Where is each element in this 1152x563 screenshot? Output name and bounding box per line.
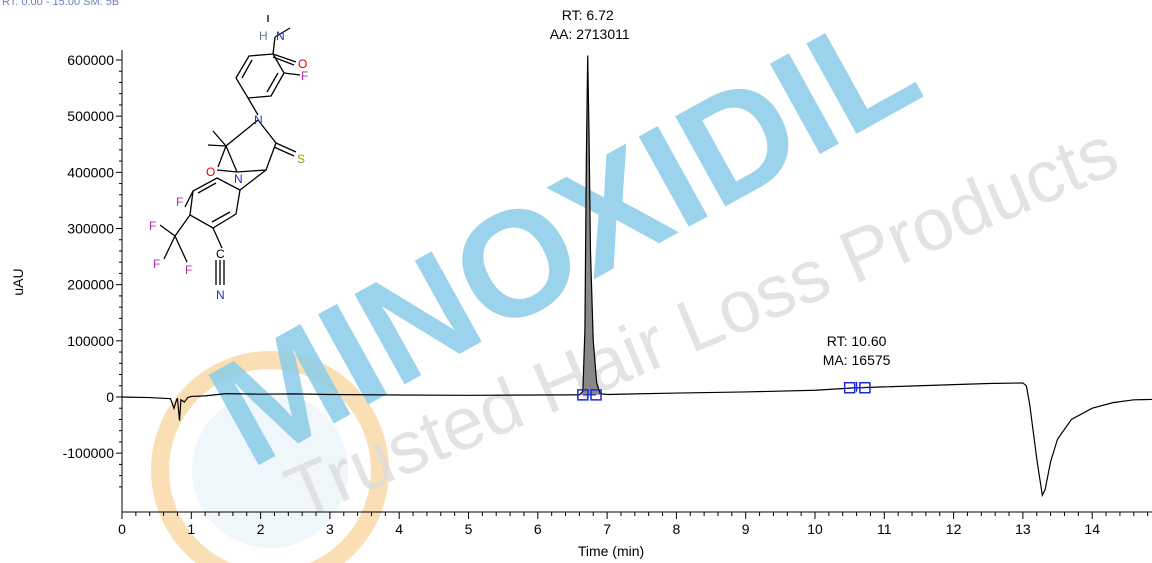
y-tick-label: -100000	[63, 445, 115, 461]
chemical-structure	[159, 15, 301, 285]
bond	[274, 27, 291, 38]
y-tick-label: 600000	[67, 52, 114, 68]
bond	[266, 72, 279, 93]
x-tick-label: 13	[1015, 521, 1031, 537]
atom-h: H	[259, 29, 268, 43]
atom-f-upper: F	[301, 69, 308, 83]
bond	[272, 53, 297, 63]
x-tick-label: 10	[807, 521, 823, 537]
imidazolidine-ring	[225, 119, 277, 173]
x-tick-label: 8	[673, 521, 681, 537]
peak-area-label: MA: 16575	[823, 352, 891, 368]
x-tick-label: 4	[395, 521, 403, 537]
bond	[283, 72, 301, 76]
x-tick-label: 9	[742, 521, 750, 537]
y-tick-label: 500000	[67, 108, 114, 124]
watermark-badge-ring	[151, 351, 389, 563]
bond	[272, 36, 276, 55]
peak-annotations: RT: 6.72 AA: 2713011 RT: 10.60 MA: 16575	[550, 7, 891, 401]
atom-n-ring-lower: N	[234, 172, 243, 186]
bond	[197, 182, 217, 194]
y-tick-label: 400000	[67, 164, 114, 180]
peak-area-label: AA: 2713011	[550, 26, 630, 42]
bond	[241, 59, 253, 79]
bond	[211, 211, 231, 223]
y-tick-label: 0	[106, 389, 114, 405]
x-tick-label: 6	[534, 521, 542, 537]
x-tick-label: 12	[946, 521, 962, 537]
atom-o-ring: O	[206, 165, 215, 179]
x-tick-label: 14	[1084, 521, 1100, 537]
bond	[239, 169, 267, 191]
atom-n-amide: N	[276, 29, 285, 43]
atom-c-nitrile: C	[216, 247, 225, 261]
bond	[216, 169, 238, 173]
watermark: MINOXIDIL Trusted Hair Loss Products	[151, 0, 1129, 563]
atom-n-nitrile: N	[216, 288, 225, 302]
bond	[212, 227, 223, 249]
atom-f-cf3-2: F	[153, 257, 160, 271]
y-axis-ticks: 600000 500000 400000 300000 200000 100000 0 -10…	[63, 52, 122, 488]
x-tick-label: 11	[877, 521, 892, 537]
x-axis-ticks: 0 1 2 3 4 5 6 7 8 9 10 11 12 13 14	[118, 512, 1149, 537]
bond	[174, 235, 188, 263]
y-axis-label: uAU	[10, 268, 26, 295]
x-tick-label: 3	[326, 521, 334, 537]
x-tick-label: 5	[465, 521, 473, 537]
x-tick-label: 7	[603, 521, 611, 537]
atom-n-ring-upper: N	[254, 113, 263, 127]
bond	[275, 142, 297, 153]
bond	[272, 56, 295, 66]
y-tick-label: 300000	[67, 220, 114, 236]
bond	[247, 97, 259, 116]
bond	[174, 214, 191, 237]
x-tick-label: 1	[187, 521, 195, 537]
bond	[207, 144, 227, 147]
x-axis-label: Time (min)	[578, 543, 644, 559]
chromatogram-trace	[121, 55, 1152, 498]
atom-f-ring: F	[176, 195, 183, 209]
x-tick-label: 2	[257, 521, 265, 537]
header-text: RT: 0.00 - 15.00 SM: 5B	[2, 0, 120, 8]
y-tick-label: 200000	[67, 277, 114, 293]
x-tick-label: 0	[118, 521, 126, 537]
atom-f-cf3-3: F	[185, 263, 192, 277]
bond	[212, 130, 227, 147]
bond	[159, 224, 176, 237]
atom-s: S	[297, 152, 305, 166]
bond	[163, 235, 176, 260]
y-tick-label: 100000	[67, 333, 114, 349]
bond	[273, 146, 295, 157]
bond	[184, 190, 194, 208]
peak-rt-label: RT: 6.72	[562, 7, 614, 23]
bond	[217, 145, 227, 168]
peak-rt-label: RT: 10.60	[827, 333, 887, 349]
atom-o-amide: O	[298, 57, 307, 71]
atom-labels: H N O F N S O N F F F F C N	[149, 29, 308, 302]
watermark-badge-inner	[192, 392, 348, 548]
atom-f-cf3-1: F	[149, 219, 156, 233]
